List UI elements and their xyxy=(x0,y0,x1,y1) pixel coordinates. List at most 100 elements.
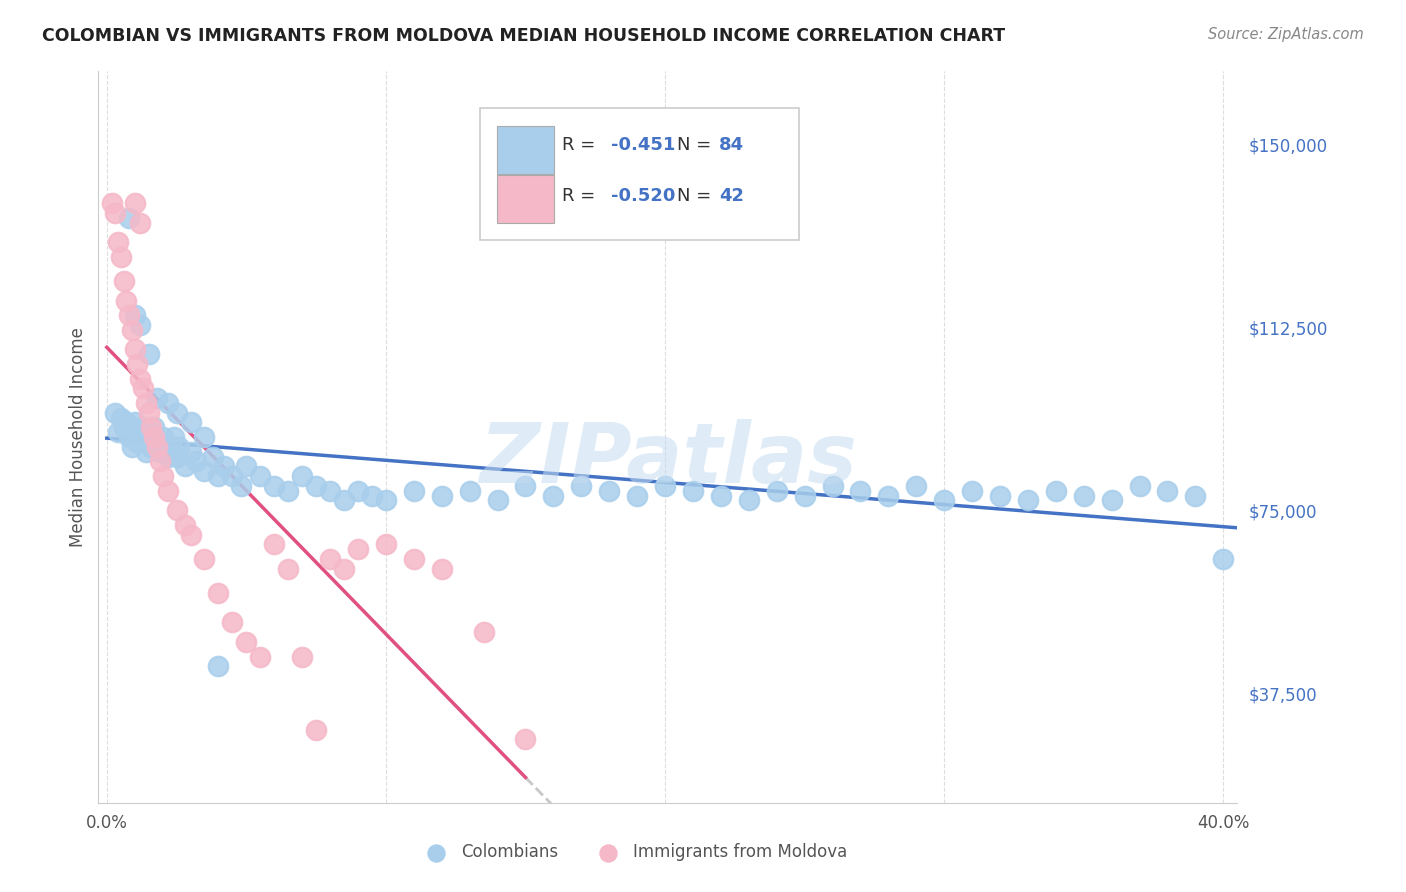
Point xyxy=(793,489,815,503)
Point xyxy=(160,440,183,454)
Point xyxy=(821,479,844,493)
Point xyxy=(877,489,900,503)
Point xyxy=(347,483,370,498)
Point xyxy=(124,308,146,322)
Text: Source: ZipAtlas.com: Source: ZipAtlas.com xyxy=(1208,27,1364,42)
Point xyxy=(110,410,132,425)
Point xyxy=(104,406,127,420)
Point xyxy=(277,562,299,576)
Text: R =: R = xyxy=(562,186,600,204)
FancyBboxPatch shape xyxy=(479,108,799,240)
Point xyxy=(263,537,285,551)
Point xyxy=(221,469,243,483)
Point xyxy=(430,562,453,576)
Point xyxy=(765,483,787,498)
Text: -0.520: -0.520 xyxy=(610,186,675,204)
Point xyxy=(127,357,149,371)
Point xyxy=(149,454,172,468)
Text: 42: 42 xyxy=(718,186,744,204)
Point xyxy=(129,371,152,385)
Point xyxy=(319,483,342,498)
Text: 84: 84 xyxy=(718,136,744,153)
Point xyxy=(129,318,152,332)
Point xyxy=(118,308,141,322)
Point xyxy=(207,659,229,673)
Point xyxy=(235,459,257,474)
Point xyxy=(291,649,314,664)
Text: ZIPatlas: ZIPatlas xyxy=(479,418,856,500)
Point xyxy=(138,347,160,361)
Point xyxy=(174,517,197,532)
Point xyxy=(141,420,163,434)
Point xyxy=(543,489,565,503)
Point xyxy=(141,440,163,454)
Point xyxy=(157,450,180,464)
Point xyxy=(112,420,135,434)
Point xyxy=(472,625,495,640)
Point xyxy=(180,444,202,458)
Point xyxy=(169,440,191,454)
Point xyxy=(374,493,396,508)
Y-axis label: Median Household Income: Median Household Income xyxy=(69,327,87,547)
Point xyxy=(107,235,129,249)
Point xyxy=(112,274,135,288)
Point xyxy=(121,323,143,337)
Point xyxy=(104,206,127,220)
Point xyxy=(207,469,229,483)
Point xyxy=(118,430,141,444)
Point xyxy=(163,430,186,444)
Point xyxy=(115,416,138,430)
Point xyxy=(193,430,215,444)
Point xyxy=(124,416,146,430)
Point xyxy=(249,649,271,664)
Point xyxy=(146,434,169,449)
Text: -0.451: -0.451 xyxy=(610,136,675,153)
Point xyxy=(229,479,252,493)
Text: COLOMBIAN VS IMMIGRANTS FROM MOLDOVA MEDIAN HOUSEHOLD INCOME CORRELATION CHART: COLOMBIAN VS IMMIGRANTS FROM MOLDOVA MED… xyxy=(42,27,1005,45)
Point xyxy=(180,416,202,430)
Point xyxy=(146,440,169,454)
Point xyxy=(132,425,155,440)
Point xyxy=(124,343,146,357)
Point xyxy=(174,459,197,474)
Point xyxy=(129,420,152,434)
Point xyxy=(115,293,138,308)
Point xyxy=(347,542,370,557)
Point xyxy=(738,493,761,508)
Point xyxy=(121,440,143,454)
Point xyxy=(118,211,141,225)
Point xyxy=(598,483,620,498)
Point xyxy=(361,489,384,503)
Point xyxy=(157,396,180,410)
Point xyxy=(146,391,169,405)
Point xyxy=(180,527,202,541)
Point xyxy=(654,479,676,493)
Legend: Colombians, Immigrants from Moldova: Colombians, Immigrants from Moldova xyxy=(413,837,855,868)
Point xyxy=(1184,489,1206,503)
Point xyxy=(166,406,188,420)
Point xyxy=(110,250,132,264)
Point xyxy=(1101,493,1123,508)
Point xyxy=(960,483,983,498)
Point xyxy=(263,479,285,493)
Point xyxy=(988,489,1011,503)
Point xyxy=(402,483,425,498)
Point xyxy=(155,440,177,454)
Point xyxy=(305,479,328,493)
Point xyxy=(626,489,648,503)
Point xyxy=(1017,493,1039,508)
Point xyxy=(333,493,356,508)
Point xyxy=(249,469,271,483)
FancyBboxPatch shape xyxy=(498,126,554,174)
Point xyxy=(319,552,342,566)
Point xyxy=(143,420,166,434)
FancyBboxPatch shape xyxy=(498,175,554,223)
Point xyxy=(569,479,592,493)
Point xyxy=(138,430,160,444)
Point xyxy=(1045,483,1067,498)
Point xyxy=(291,469,314,483)
Point xyxy=(430,489,453,503)
Point xyxy=(710,489,733,503)
Point xyxy=(157,483,180,498)
Point xyxy=(127,434,149,449)
